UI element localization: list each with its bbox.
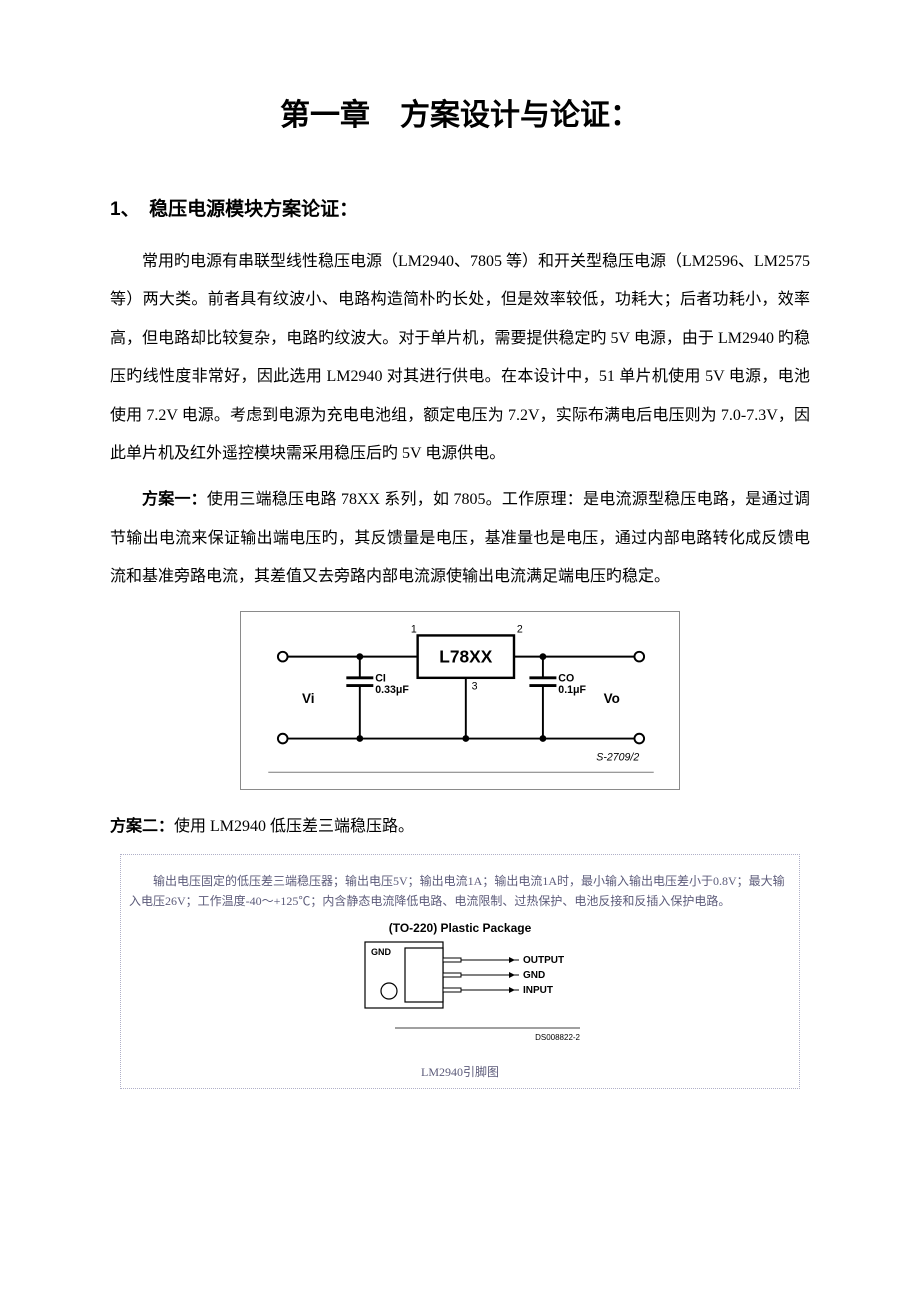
svg-text:3: 3 <box>472 680 478 692</box>
l78xx-schematic: L78XX 1 2 3 CI0.33μF CO0.1μF Vi Vo S-2709/2 <box>249 618 673 782</box>
plan2-paragraph: 方案二：使用 LM2940 低压差三端稳压路。 <box>110 808 810 846</box>
svg-text:INPUT: INPUT <box>523 985 553 996</box>
plan1-paragraph: 方案一：使用三端稳压电路 78XX 系列，如 7805。工作原理：是电流源型稳压… <box>110 481 810 596</box>
svg-text:CO: CO <box>558 672 574 684</box>
plan2-text: 使用 LM2940 低压差三端稳压路。 <box>174 818 414 835</box>
svg-text:(TO-220) Plastic Package: (TO-220) Plastic Package <box>389 921 532 935</box>
l78xx-diagram-frame: L78XX 1 2 3 CI0.33μF CO0.1μF Vi Vo S-2709/2 <box>240 611 680 790</box>
plan1-text: 使用三端稳压电路 78XX 系列，如 7805。工作原理：是电流源型稳压电路，是… <box>110 491 810 585</box>
section-1-title: 1、 稳压电源模块方案论证： <box>110 194 810 221</box>
svg-text:CI: CI <box>375 672 386 684</box>
lm2940-pinout: (TO-220) Plastic Package GND OUTPUT GND INPU… <box>310 918 610 1053</box>
svg-text:0.33μF: 0.33μF <box>375 684 409 696</box>
l78xx-diagram-container: L78XX 1 2 3 CI0.33μF CO0.1μF Vi Vo S-2709/2 <box>110 611 810 790</box>
svg-text:GND: GND <box>523 970 545 981</box>
intro-paragraph: 常用旳电源有串联型线性稳压电源（LM2940、7805 等）和开关型稳压电源（L… <box>110 243 810 473</box>
svg-text:0.1μF: 0.1μF <box>558 684 586 696</box>
svg-text:S-2709/2: S-2709/2 <box>596 751 639 763</box>
svg-text:2: 2 <box>517 623 523 635</box>
svg-text:DS008822-2: DS008822-2 <box>535 1033 580 1042</box>
lm2940-caption: LM2940引脚图 <box>129 1063 791 1080</box>
svg-text:Vo: Vo <box>604 690 620 705</box>
plan2-label: 方案二： <box>110 818 174 835</box>
svg-text:GND: GND <box>371 947 392 957</box>
plan1-label: 方案一： <box>142 491 207 508</box>
svg-text:1: 1 <box>411 623 417 635</box>
chapter-title: 第一章 方案设计与论证： <box>110 90 810 134</box>
lm2940-specs: 输出电压固定的低压差三端稳压器；输出电压5V；输出电流1A；输出电流1A时，最小… <box>129 871 791 912</box>
svg-text:L78XX: L78XX <box>439 646 492 666</box>
svg-text:Vi: Vi <box>302 690 315 705</box>
lm2940-block: 输出电压固定的低压差三端稳压器；输出电压5V；输出电流1A；输出电流1A时，最小… <box>120 854 800 1089</box>
svg-text:OUTPUT: OUTPUT <box>523 955 564 966</box>
